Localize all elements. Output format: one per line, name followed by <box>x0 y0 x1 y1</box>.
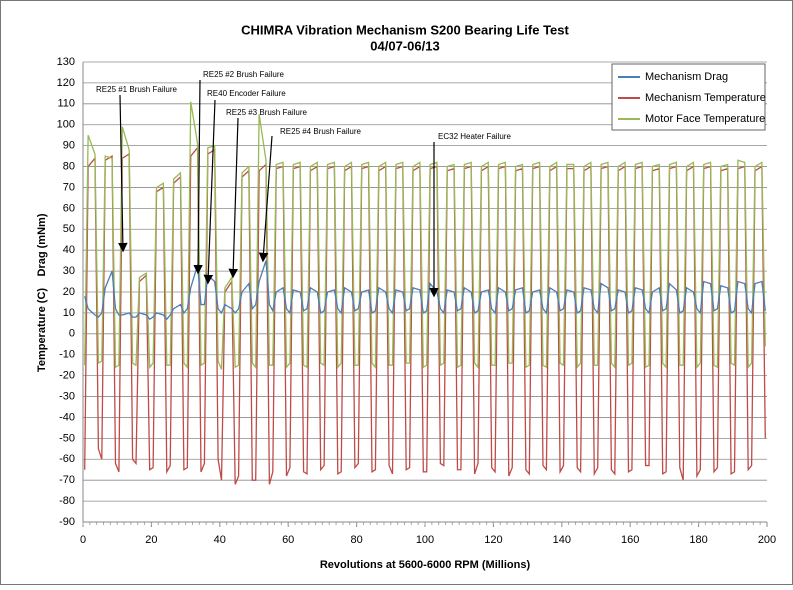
legend-label: Motor Face Temperature <box>645 113 765 125</box>
x-tick-label: 180 <box>689 534 707 546</box>
y-tick-label: -60 <box>59 453 75 465</box>
annotation-arrow <box>193 79 203 275</box>
x-tick-label: 60 <box>282 534 294 546</box>
y-tick-label: 120 <box>57 77 75 89</box>
x-tick-label: 20 <box>145 534 157 546</box>
annotation-arrow <box>203 99 216 285</box>
y-tick-label: -80 <box>59 495 75 507</box>
x-tick-label: 120 <box>484 534 502 546</box>
y-tick-label: -30 <box>59 390 75 402</box>
y-tick-label: 70 <box>63 181 75 193</box>
y-tick-label: 20 <box>63 286 75 298</box>
annotation: RE25 #1 Brush Failure <box>96 85 177 94</box>
series-line <box>84 101 766 370</box>
x-tick-label: 0 <box>80 534 86 546</box>
x-tick-label: 200 <box>758 534 776 546</box>
y-tick-label: 90 <box>63 140 75 152</box>
chart-subtitle: 04/07-06/13 <box>370 38 439 53</box>
legend-label: Mechanism Temperature <box>645 92 766 104</box>
y-tick-label: 110 <box>57 98 75 110</box>
y-tick-label: 10 <box>63 307 75 319</box>
annotation-arrow <box>228 117 239 279</box>
y-tick-label: 100 <box>57 119 75 131</box>
y-tick-label: -40 <box>59 411 75 423</box>
annotation: RE40 Encoder Failure <box>207 89 286 98</box>
x-tick-label: 100 <box>416 534 434 546</box>
annotation-arrow <box>258 135 273 263</box>
series-line <box>84 145 766 485</box>
y-tick-label: -90 <box>59 516 75 528</box>
y-tick-label: 30 <box>63 265 75 277</box>
y-tick-label: 0 <box>69 328 75 340</box>
annotation: RE25 #3 Brush Failure <box>226 108 307 117</box>
x-tick-label: 140 <box>553 534 571 546</box>
y-tick-label: -10 <box>59 349 75 361</box>
legend-label: Mechanism Drag <box>645 71 728 83</box>
y-tick-label: 40 <box>63 244 75 256</box>
y-tick-label: 80 <box>63 160 75 172</box>
y-tick-label: -50 <box>59 432 75 444</box>
x-tick-label: 40 <box>214 534 226 546</box>
x-tick-label: 160 <box>621 534 639 546</box>
series-line <box>84 260 766 321</box>
annotation: EC32 Heater Failure <box>438 132 511 141</box>
y-tick-label: 50 <box>63 223 75 235</box>
y-tick-label: -20 <box>59 370 75 382</box>
annotation: RE25 #4 Brush Failure <box>280 127 361 136</box>
x-axis-label: Revolutions at 5600-6000 RPM (Millions) <box>320 559 531 571</box>
annotation: RE25 #2 Brush Failure <box>203 70 284 79</box>
chart-title: CHIMRA Vibration Mechanism S200 Bearing … <box>241 22 569 37</box>
annotation-arrow <box>118 94 128 253</box>
y-tick-label: 60 <box>63 202 75 214</box>
y-tick-label: 130 <box>57 56 75 68</box>
y-axis-label: Drag (mNm) <box>36 213 48 276</box>
y-tick-label: -70 <box>59 474 75 486</box>
y-axis-label: Temperature (C) <box>36 288 48 372</box>
x-tick-label: 80 <box>350 534 362 546</box>
